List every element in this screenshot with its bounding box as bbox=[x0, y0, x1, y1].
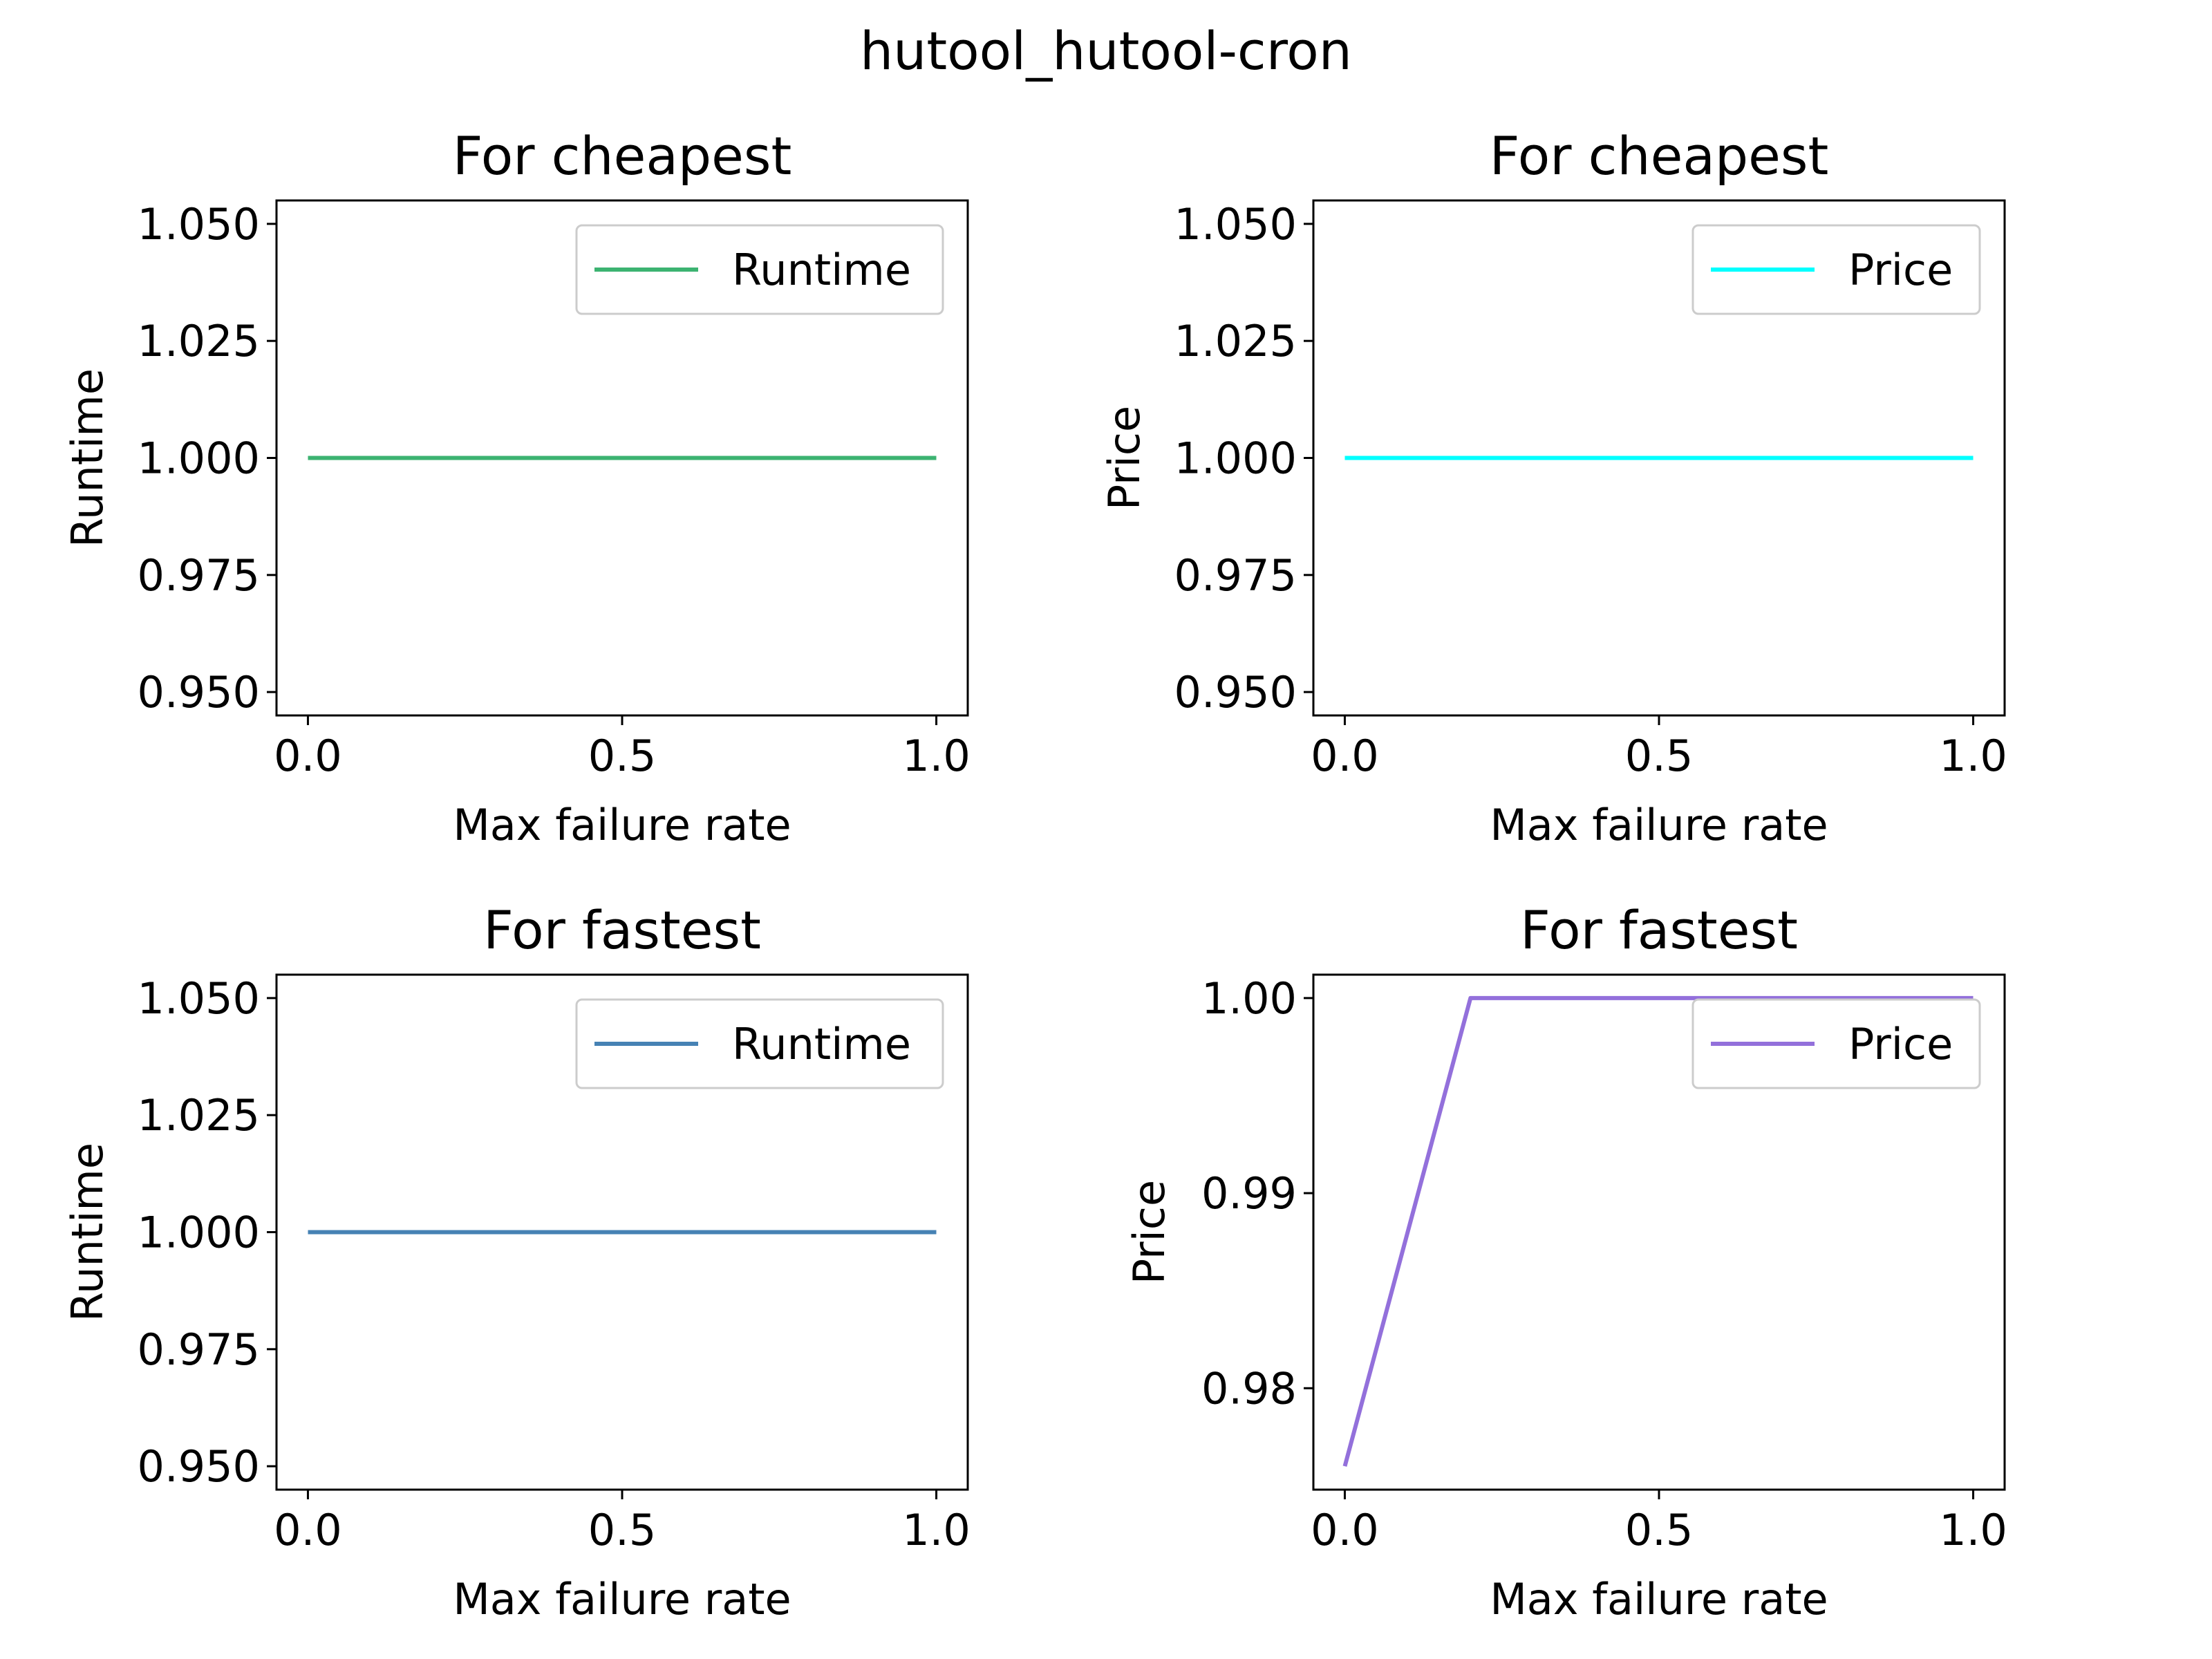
y-tick-label: 0.950 bbox=[138, 1441, 261, 1492]
x-axis-label: Max failure rate bbox=[1490, 800, 1828, 850]
y-tick-label: 1.025 bbox=[138, 1090, 261, 1141]
y-axis-label: Runtime bbox=[62, 1143, 113, 1322]
x-tick-label: 0.0 bbox=[1311, 731, 1379, 781]
subplot-1: For cheapest 0.0 0.5 1.0 0.950 0.975 1.000 1.02… bbox=[62, 125, 971, 850]
y-tick-label: 0.98 bbox=[1201, 1363, 1297, 1414]
y-tick-label: 1.025 bbox=[138, 316, 261, 366]
y-tick-label: 0.950 bbox=[138, 667, 261, 718]
y-tick-label: 0.950 bbox=[1174, 667, 1297, 718]
x-tick-label: 0.0 bbox=[274, 1505, 342, 1555]
legend-box bbox=[575, 998, 944, 1089]
x-tick-label: 1.0 bbox=[1939, 1505, 2007, 1555]
y-axis-label: Price bbox=[1124, 1180, 1174, 1284]
y-tick-label: 1.050 bbox=[138, 199, 261, 250]
legend: Runtime bbox=[575, 224, 944, 315]
y-tick-label: 0.975 bbox=[138, 550, 261, 601]
y-tick-label: 0.975 bbox=[138, 1324, 261, 1375]
y-tick-label: 1.00 bbox=[1201, 973, 1297, 1024]
subplot-title: For fastest bbox=[483, 899, 761, 961]
y-axis-label: Price bbox=[1099, 406, 1150, 510]
legend-box bbox=[575, 224, 944, 315]
x-tick-label: 0.5 bbox=[1625, 731, 1694, 781]
subplot-4: For fastest 0.0 0.5 1.0 0.98 0.99 1.00 Max fail… bbox=[1124, 899, 2007, 1624]
y-tick-label: 1.050 bbox=[1174, 199, 1297, 250]
x-tick-label: 0.0 bbox=[1311, 1505, 1379, 1555]
subplot-2: For cheapest 0.0 0.5 1.0 0.950 0.975 1.000 1.02… bbox=[1099, 125, 2007, 850]
legend: Price bbox=[1691, 224, 1981, 315]
subplot-3: For fastest 0.0 0.5 1.0 0.950 0.975 1.000 1.025… bbox=[62, 899, 971, 1624]
legend: Runtime bbox=[575, 998, 944, 1089]
series-line-price bbox=[1342, 995, 1974, 1467]
legend-box bbox=[1691, 224, 1981, 315]
x-axis-label: Max failure rate bbox=[453, 800, 791, 850]
x-tick-label: 1.0 bbox=[1939, 731, 2007, 781]
y-tick-label: 0.99 bbox=[1201, 1168, 1297, 1219]
y-tick-label: 1.000 bbox=[138, 433, 261, 484]
y-tick-label: 1.050 bbox=[138, 973, 261, 1024]
legend-label: Runtime bbox=[732, 245, 911, 295]
x-tick-label: 1.0 bbox=[902, 731, 971, 781]
x-tick-label: 0.5 bbox=[588, 1505, 657, 1555]
x-axis-label: Max failure rate bbox=[1490, 1574, 1828, 1624]
x-tick-label: 1.0 bbox=[902, 1505, 971, 1555]
y-tick-label: 1.000 bbox=[138, 1208, 261, 1258]
figure-suptitle: hutool_hutool-cron bbox=[860, 20, 1352, 82]
x-axis-label: Max failure rate bbox=[453, 1574, 791, 1624]
x-tick-label: 0.5 bbox=[588, 731, 657, 781]
subplot-title: For fastest bbox=[1520, 899, 1798, 961]
legend-label: Price bbox=[1848, 1019, 1953, 1069]
x-tick-label: 0.0 bbox=[274, 731, 342, 781]
subplot-title: For cheapest bbox=[1490, 125, 1829, 187]
y-tick-label: 0.975 bbox=[1174, 550, 1297, 601]
x-tick-label: 0.5 bbox=[1625, 1505, 1694, 1555]
y-tick-label: 1.000 bbox=[1174, 433, 1297, 484]
legend-label: Runtime bbox=[732, 1019, 911, 1069]
y-tick-label: 1.025 bbox=[1174, 316, 1297, 366]
subplot-grid: For cheapest 0.0 0.5 1.0 0.950 0.975 1.000 1.02… bbox=[62, 125, 2007, 1624]
legend: Price bbox=[1691, 998, 1981, 1089]
y-axis-label: Runtime bbox=[62, 368, 113, 547]
legend-box bbox=[1691, 998, 1981, 1089]
subplot-title: For cheapest bbox=[453, 125, 792, 187]
legend-label: Price bbox=[1848, 245, 1953, 295]
